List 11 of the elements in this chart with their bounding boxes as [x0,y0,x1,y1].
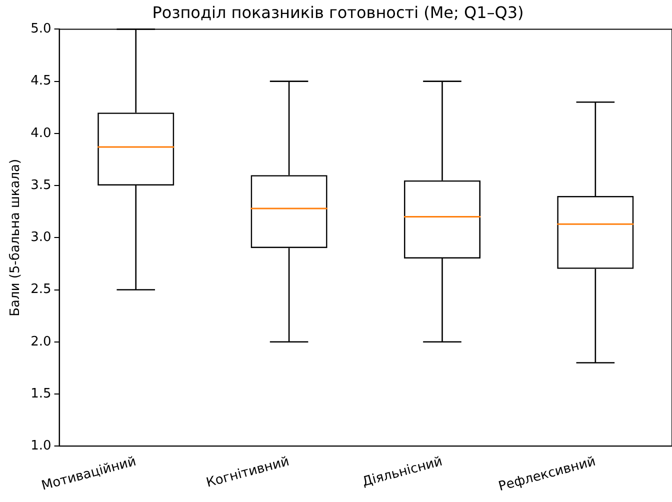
y-tick-label: 4.0 [30,126,52,141]
y-tick-label: 1.5 [30,386,52,402]
y-tick-label: 2.0 [30,334,52,350]
y-tick-label: 3.0 [30,230,52,246]
y-tick-label: 3.5 [30,178,52,193]
y-tick-label: 4.5 [30,74,52,89]
y-tick-label: 1.0 [30,438,52,454]
y-tick-label: 5.0 [30,22,52,37]
chart-title: Розподіл показників готовності (Me; Q1–Q3) [152,2,524,22]
y-axis-title: Бали (5-бальна шкала) [8,158,24,316]
y-tick-label: 2.5 [30,282,52,298]
